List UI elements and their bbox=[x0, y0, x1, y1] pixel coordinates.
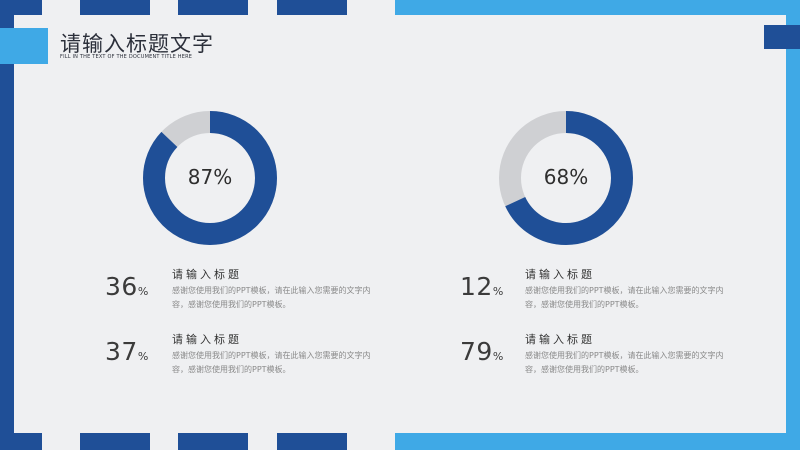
stat-number: 12 bbox=[460, 272, 493, 301]
item-title: 请输入标题 bbox=[525, 268, 595, 281]
stat-value: 12% bbox=[460, 272, 504, 301]
frame-top-light-bar bbox=[395, 0, 800, 15]
frame-top-block bbox=[178, 0, 248, 15]
frame-bottom-light-bar bbox=[395, 433, 800, 450]
stat-value: 36% bbox=[105, 272, 149, 301]
corner-square bbox=[764, 25, 800, 49]
stat-unit: % bbox=[137, 350, 149, 363]
stat-value: 37% bbox=[105, 337, 149, 366]
donut-right-percent: 68% bbox=[543, 165, 589, 189]
item-title: 请输入标题 bbox=[172, 268, 242, 281]
page-title: 请输入标题文字 bbox=[60, 32, 214, 56]
item-title: 请输入标题 bbox=[525, 333, 595, 346]
frame-bottom-block bbox=[277, 433, 347, 450]
page-subtitle: FILL IN THE TEXT OF THE DOCUMENT TITLE H… bbox=[60, 54, 193, 60]
stat-value: 79% bbox=[460, 337, 504, 366]
frame-bottom-block bbox=[178, 433, 248, 450]
item-title: 请输入标题 bbox=[172, 333, 242, 346]
stat-number: 79 bbox=[460, 337, 493, 366]
frame-left-bar bbox=[0, 0, 14, 450]
frame-right-bar bbox=[786, 15, 800, 433]
donut-chart-right bbox=[499, 111, 633, 245]
stat-unit: % bbox=[137, 285, 149, 298]
stat-number: 37 bbox=[105, 337, 138, 366]
frame-top-block bbox=[80, 0, 150, 15]
frame-top-block bbox=[277, 0, 347, 15]
item-body: 感谢您使用我们的PPT模板，请在此输入您需要的文字内容，感谢您使用我们的PPT模… bbox=[525, 286, 724, 309]
frame-bottom-block bbox=[80, 433, 150, 450]
title-accent-block bbox=[0, 28, 48, 64]
donut-value-arc bbox=[143, 111, 277, 245]
frame-top-block bbox=[0, 0, 42, 15]
item-body: 感谢您使用我们的PPT模板，请在此输入您需要的文字内容，感谢您使用我们的PPT模… bbox=[172, 286, 371, 309]
frame-bottom-block bbox=[0, 433, 42, 450]
donut-left-percent: 87% bbox=[187, 165, 233, 189]
donut-value-arc bbox=[499, 111, 633, 245]
item-body: 感谢您使用我们的PPT模板，请在此输入您需要的文字内容，感谢您使用我们的PPT模… bbox=[525, 351, 724, 374]
stat-unit: % bbox=[492, 350, 504, 363]
donut-chart-left bbox=[143, 111, 277, 245]
item-body: 感谢您使用我们的PPT模板，请在此输入您需要的文字内容，感谢您使用我们的PPT模… bbox=[172, 351, 371, 374]
stat-unit: % bbox=[492, 285, 504, 298]
stat-number: 36 bbox=[105, 272, 138, 301]
